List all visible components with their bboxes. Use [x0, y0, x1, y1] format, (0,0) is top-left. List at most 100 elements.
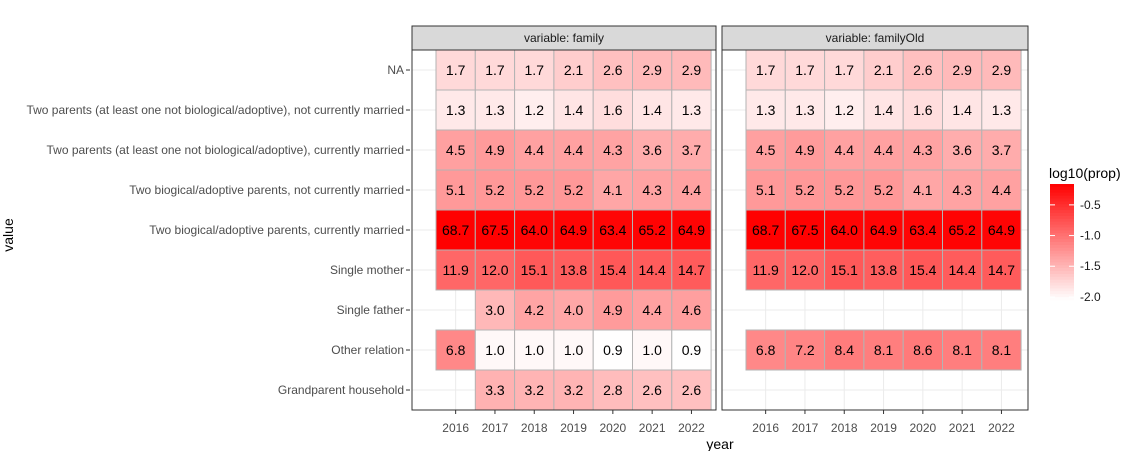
heatmap-cell	[474, 129, 516, 171]
legend-tick-label: -1.5	[1080, 259, 1101, 273]
cell-value-label: 64.9	[678, 222, 705, 238]
cell-value-label: 12.0	[791, 262, 818, 278]
heatmap-cell	[863, 249, 904, 291]
cell-value-label: 0.9	[603, 342, 623, 358]
cell-value-label: 1.7	[835, 62, 855, 78]
cell-value-label: 3.6	[642, 142, 662, 158]
cell-value-label: 8.1	[874, 342, 894, 358]
legend-color-step	[1050, 285, 1074, 289]
legend-color-step	[1050, 294, 1074, 298]
heatmap-cell	[671, 209, 712, 251]
legend-color-step	[1050, 259, 1074, 263]
facet-strip	[721, 25, 1029, 51]
legend-color-step	[1050, 207, 1074, 211]
heatmap-cell	[902, 249, 944, 291]
legend-color-step	[1050, 239, 1074, 243]
legend-color-step	[1050, 253, 1074, 258]
cell-value-label: 13.8	[560, 262, 587, 278]
y-tick-label: Two parents (at least one not biological…	[46, 143, 404, 157]
cell-value-label: 5.2	[525, 182, 545, 198]
heatmap-cell	[671, 49, 712, 91]
cell-value-label: 64.9	[560, 222, 587, 238]
legend-color-step	[1050, 201, 1074, 205]
legend-color-step	[1050, 224, 1074, 229]
legend-color-step	[1050, 262, 1074, 266]
heatmap-cell	[863, 49, 904, 91]
y-tick-label: Two parents (at least one not biological…	[26, 103, 404, 117]
heatmap-cell	[671, 169, 712, 211]
heatmap-cell	[592, 129, 634, 171]
cell-value-label: 3.6	[952, 142, 972, 158]
cell-value-label: 8.1	[992, 342, 1012, 358]
x-tick-label: 2016	[752, 421, 779, 435]
cell-value-label: 4.9	[485, 142, 505, 158]
x-tick-label: 2018	[521, 421, 548, 435]
cell-value-label: 64.0	[521, 222, 548, 238]
heatmap-cell	[592, 209, 634, 251]
cell-value-label: 14.7	[988, 262, 1015, 278]
heatmap-cell	[553, 249, 594, 291]
legend-color-step	[1050, 279, 1074, 284]
cell-value-label: 2.9	[952, 62, 972, 78]
cell-value-label: 8.1	[952, 342, 972, 358]
heatmap-cell	[632, 329, 673, 371]
heatmap-cell	[784, 89, 826, 131]
legend-color-step	[1050, 236, 1074, 240]
heatmap-cell	[981, 329, 1022, 371]
cell-value-label: 5.2	[564, 182, 584, 198]
cell-value-label: 4.2	[525, 302, 545, 318]
cell-value-label: 4.3	[913, 142, 933, 158]
cell-value-label: 4.5	[756, 142, 776, 158]
x-tick-label: 2020	[909, 421, 936, 435]
cell-value-label: 0.9	[682, 342, 702, 358]
heatmap-cell	[784, 209, 826, 251]
legend-color-step	[1050, 265, 1074, 269]
y-tick-label: Single mother	[330, 263, 404, 277]
cell-value-label: 14.4	[639, 262, 666, 278]
x-tick-label: 2019	[870, 421, 897, 435]
cell-value-label: 2.1	[874, 62, 894, 78]
legend-color-step	[1050, 189, 1074, 194]
legend-color-step	[1050, 198, 1074, 202]
legend-tick-label: -2.0	[1080, 290, 1101, 304]
heatmap-cell	[784, 249, 826, 291]
legend-color-step	[1050, 291, 1074, 295]
legend-color-step	[1050, 247, 1074, 252]
cell-value-label: 3.3	[485, 382, 505, 398]
heatmap-cell	[632, 209, 673, 251]
cell-value-label: 1.4	[564, 102, 584, 118]
cell-value-label: 2.6	[603, 62, 623, 78]
cell-value-label: 1.3	[756, 102, 776, 118]
cell-value-label: 15.4	[599, 262, 626, 278]
heatmap-cell	[981, 249, 1022, 291]
heatmap-cell	[514, 369, 555, 411]
heatmap-cell	[435, 209, 476, 251]
legend-color-step	[1050, 221, 1074, 226]
legend-tick-label: -1.0	[1080, 229, 1101, 243]
heatmap-cell	[514, 209, 555, 251]
heatmap-cell	[671, 329, 712, 371]
cell-value-label: 4.5	[446, 142, 466, 158]
cell-value-label: 2.6	[682, 382, 702, 398]
cell-value-label: 3.2	[564, 382, 584, 398]
y-tick-label: NA	[387, 63, 404, 77]
cell-value-label: 1.3	[485, 102, 505, 118]
cell-value-label: 5.1	[446, 182, 466, 198]
legend-color-step	[1050, 215, 1074, 220]
legend-color-step	[1050, 244, 1074, 249]
cell-value-label: 1.3	[992, 102, 1012, 118]
heatmap-cell	[474, 249, 516, 291]
cell-value-label: 4.1	[603, 182, 623, 198]
cell-value-label: 1.4	[874, 102, 894, 118]
heatmap-cell	[902, 209, 944, 251]
cell-value-label: 1.3	[446, 102, 466, 118]
heatmap-cell	[902, 169, 944, 211]
color-legend: log10(prop) -0.5 -1.0 -1.5 -2.0	[1049, 165, 1121, 304]
heatmap-cell	[942, 329, 983, 371]
heatmap-cell	[981, 169, 1022, 211]
cell-value-label: 4.4	[525, 142, 545, 158]
x-tick-label: 2017	[482, 421, 509, 435]
cell-value-label: 1.3	[682, 102, 702, 118]
cell-value-label: 1.7	[485, 62, 505, 78]
